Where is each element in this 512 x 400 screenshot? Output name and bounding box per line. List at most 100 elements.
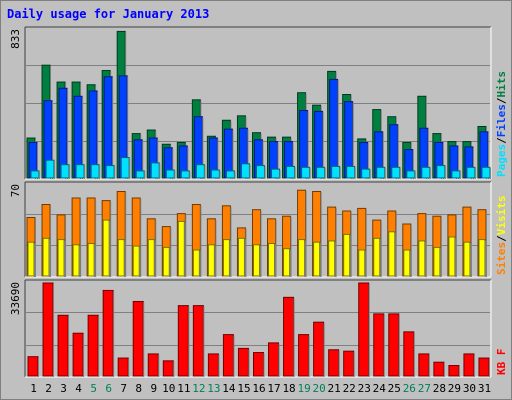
x-tick-label-day-17: 17	[267, 382, 280, 395]
bar-kbytes-day-14-shadow	[233, 335, 235, 377]
bar-visits-day-7-shadow	[124, 240, 126, 277]
bar-visits-day-30	[463, 241, 471, 277]
visits-sites-legend: Sites/Visits	[495, 196, 508, 276]
x-tick-label-day-5: 5	[90, 382, 97, 395]
bar-visits-day-8	[132, 245, 140, 277]
bar-kbytes-day-7-shadow	[128, 359, 130, 377]
bar-pages-day-13-shadow	[219, 171, 221, 179]
bar-files-day-15-shadow	[247, 129, 249, 179]
bar-pages-day-25-shadow	[399, 168, 401, 179]
bar-pages-day-27	[421, 166, 431, 179]
bar-visits-day-30-shadow	[469, 243, 471, 277]
bar-kbytes-day-20	[313, 321, 325, 377]
bar-kbytes-day-3	[57, 314, 69, 377]
bar-kbytes-day-25	[388, 313, 400, 377]
legend-label-files: Files	[495, 104, 508, 137]
bar-sites-day-14-shadow	[230, 206, 232, 277]
bar-kbytes-day-4-shadow	[83, 334, 85, 377]
bar-files-day-8-shadow	[142, 140, 144, 179]
bar-files-day-3-shadow	[67, 89, 69, 179]
bar-kbytes-day-7	[117, 357, 129, 377]
x-tick-label-day-8: 8	[135, 382, 142, 395]
x-tick-label-day-26: 26	[403, 382, 416, 395]
bar-pages-day-7-shadow	[129, 158, 131, 179]
bar-kbytes-day-25-shadow	[398, 314, 400, 377]
x-tick-label-day-25: 25	[388, 382, 401, 395]
bar-visits-day-19	[298, 239, 306, 277]
bar-sites-day-25-shadow	[395, 212, 397, 277]
bar-visits-day-18	[283, 248, 291, 277]
bar-visits-day-29	[448, 236, 456, 277]
bar-pages-day-29-shadow	[459, 171, 461, 179]
bar-visits-day-2	[42, 237, 50, 277]
bar-pages-day-18-shadow	[294, 167, 296, 179]
bar-pages-day-5-shadow	[99, 165, 101, 179]
bar-visits-day-7	[117, 239, 125, 277]
x-tick-label-day-31: 31	[478, 382, 491, 395]
x-tick-label-day-21: 21	[328, 382, 341, 395]
bar-files-day-21	[329, 78, 339, 179]
x-tick-label-day-9: 9	[150, 382, 157, 395]
bar-files-day-7-shadow	[127, 76, 129, 179]
bar-sites-day-29-shadow	[455, 215, 457, 277]
bar-pages-day-8	[135, 170, 145, 179]
bar-pages-day-1-shadow	[39, 171, 40, 179]
bar-pages-day-31-shadow	[489, 168, 491, 179]
bar-files-day-6-shadow	[112, 77, 114, 179]
bar-sites-day-27-shadow	[425, 214, 427, 277]
bar-visits-day-8-shadow	[139, 247, 141, 277]
bar-pages-day-26-shadow	[414, 171, 416, 179]
bar-sites-day-22-shadow	[350, 212, 352, 277]
bar-pages-day-6-shadow	[114, 166, 116, 179]
bar-kbytes-day-9-shadow	[158, 354, 160, 377]
x-tick-label-day-13: 13	[207, 382, 220, 395]
bar-kbytes-day-30-shadow	[473, 354, 475, 377]
bar-pages-day-30-shadow	[474, 168, 476, 179]
bar-kbytes-day-29-shadow	[458, 366, 460, 377]
bar-visits-day-23-shadow	[364, 251, 366, 277]
bar-visits-day-31	[478, 239, 486, 277]
bar-files-day-25-shadow	[397, 125, 399, 179]
bar-pages-day-15	[240, 163, 250, 179]
bar-sites-day-7-shadow	[125, 192, 127, 277]
bar-kbytes-day-28	[433, 361, 445, 377]
bar-kbytes-day-1-shadow	[38, 357, 39, 377]
bar-pages-day-11-shadow	[189, 171, 191, 179]
bar-pages-day-14	[225, 170, 235, 179]
bar-pages-day-27-shadow	[429, 168, 431, 179]
bar-files-day-5-shadow	[97, 91, 99, 179]
x-tick-label-day-10: 10	[162, 382, 175, 395]
bar-files-day-21-shadow	[337, 80, 339, 179]
legend-label-hits: Hits	[495, 71, 508, 98]
bar-visits-day-13	[207, 244, 215, 277]
bar-visits-day-29-shadow	[454, 238, 456, 277]
bar-pages-day-1	[30, 170, 40, 179]
bar-pages-day-31	[481, 166, 491, 179]
bar-visits-day-23	[358, 249, 366, 277]
bar-visits-day-5	[87, 243, 95, 277]
bar-sites-day-31-shadow	[485, 210, 487, 277]
bar-visits-day-4-shadow	[79, 245, 81, 277]
x-tick-label-day-22: 22	[343, 382, 356, 395]
bar-sites-day-17-shadow	[275, 219, 277, 277]
bar-files-day-28-shadow	[442, 143, 444, 179]
bar-kbytes-day-20-shadow	[323, 323, 325, 377]
bar-visits-day-27	[418, 240, 426, 277]
visits-sites-ymax-label: 70	[9, 184, 22, 197]
bar-files-day-10-shadow	[172, 148, 174, 179]
bar-pages-day-10	[165, 169, 175, 179]
x-tick-label-day-3: 3	[60, 382, 67, 395]
bar-visits-day-22	[343, 233, 351, 277]
bar-pages-day-23	[361, 168, 371, 179]
bar-visits-day-16-shadow	[259, 245, 261, 277]
x-tick-label-day-16: 16	[252, 382, 265, 395]
bar-files-day-6	[103, 76, 113, 179]
bar-kbytes-day-14	[222, 334, 234, 377]
bar-visits-day-21-shadow	[334, 241, 336, 277]
bar-sites-day-15-shadow	[245, 228, 247, 277]
bar-kbytes-day-18	[283, 296, 295, 377]
bar-kbytes-day-16	[252, 352, 264, 377]
bar-pages-day-23-shadow	[369, 170, 371, 179]
x-tick-label-day-19: 19	[297, 382, 310, 395]
bar-kbytes-day-16-shadow	[263, 353, 265, 377]
